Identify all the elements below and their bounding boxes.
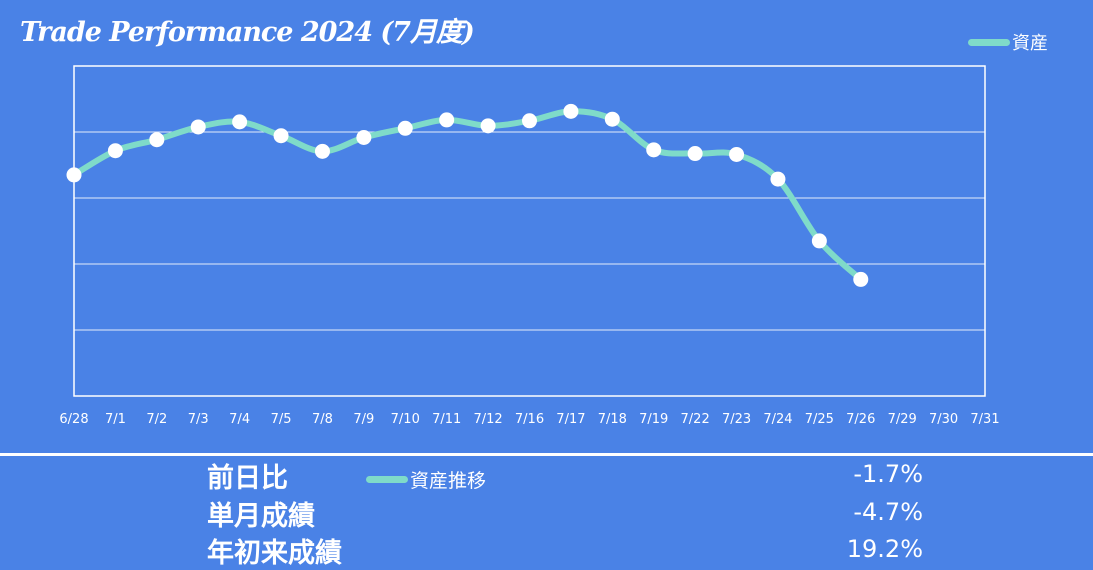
series-line-assets [71,108,864,283]
chart-legend: 資産 [968,29,1048,55]
legend-label: 資産 [1012,33,1048,54]
data-point [66,167,82,183]
asset-line-chart: 6/28 7/1 7/2 7/3 7/4 7/5 7/8 7/9 7/10 7/11 7/12 7/1… [59,65,1000,427]
stat-label-daily: 前日比 [207,463,288,494]
stat-value-monthly: -4.7% [853,498,923,526]
x-tick-label: 7/10 [391,412,420,427]
data-point [149,132,165,148]
x-tick-label: 7/4 [229,412,250,427]
data-point [811,233,827,249]
x-tick-label: 7/19 [639,412,668,427]
data-point [232,114,248,130]
data-point [687,146,703,162]
stat-label-ytd: 年初来成績 [207,538,342,569]
x-tick-label: 7/11 [432,412,461,427]
x-tick-label: 7/26 [846,412,875,427]
data-point [439,112,455,128]
x-tick-label: 7/8 [312,412,333,427]
x-tick-label: 7/1 [105,412,126,427]
chart-title: Trade Performance 2024 (7月度) [20,17,475,48]
summary-legend-label: 資産推移 [410,470,487,492]
x-tick-label: 7/25 [805,412,834,427]
data-point [273,128,289,144]
x-tick-label: 7/31 [970,412,999,427]
data-point [190,119,206,135]
data-point [770,171,786,187]
data-point [480,118,496,134]
x-tick-label: 7/5 [271,412,292,427]
data-point [646,142,662,158]
summary-legend: 資産推移 [366,466,486,493]
stat-value-ytd: 19.2% [846,535,923,563]
x-tick-label: 6/28 [59,412,88,427]
data-point [314,143,330,159]
data-point [563,103,579,119]
x-tick-label: 7/18 [598,412,627,427]
data-point [853,271,869,287]
x-tick-label: 7/30 [929,412,958,427]
stat-value-daily: -1.7% [853,460,923,488]
data-point [107,143,123,159]
summary-legend-swatch [366,476,408,483]
x-tick-label: 7/24 [763,412,792,427]
data-point [356,130,372,145]
legend-swatch [968,38,1010,46]
data-point [604,111,620,127]
x-tick-label: 7/23 [722,412,751,427]
x-tick-label: 7/3 [188,412,209,427]
stat-label-monthly: 単月成績 [207,501,315,532]
data-point [397,120,413,136]
x-tick-label: 7/29 [888,412,917,427]
x-tick-label: 7/22 [681,412,710,427]
x-tick-label: 7/16 [515,412,544,427]
x-tick-label: 7/12 [473,412,502,427]
plot-frame [73,65,986,397]
x-tick-label: 7/2 [146,412,167,427]
x-tick-label: 7/9 [353,412,374,427]
x-tick-label: 7/17 [556,412,585,427]
data-point [522,113,537,129]
data-point [729,146,745,162]
section-divider [0,453,1093,456]
